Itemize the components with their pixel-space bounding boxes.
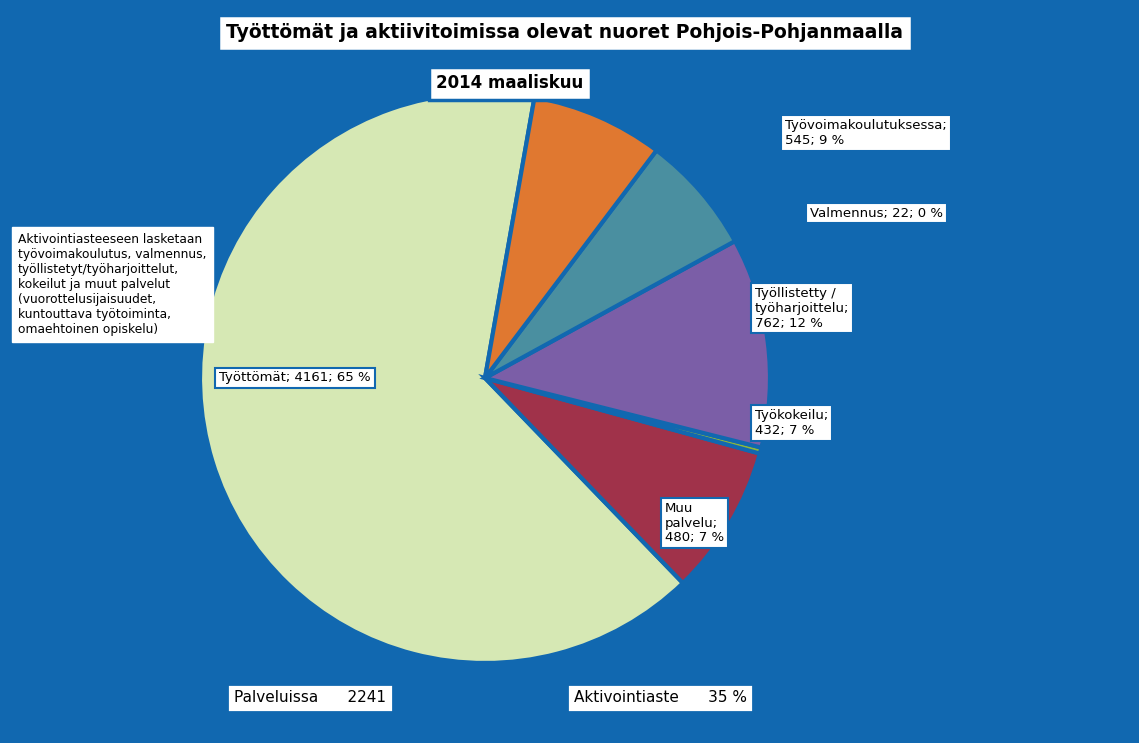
Text: Työttömät ja aktiivitoimissa olevat nuoret Pohjois-Pohjanmaalla: Työttömät ja aktiivitoimissa olevat nuor… <box>227 24 903 42</box>
Text: Työkokeilu;
432; 7 %: Työkokeilu; 432; 7 % <box>755 409 828 437</box>
Text: Työllistetty /
työharjoittelu;
762; 12 %: Työllistetty / työharjoittelu; 762; 12 % <box>755 287 850 329</box>
Wedge shape <box>200 93 683 663</box>
Text: Työvoimakoulutuksessa;
545; 9 %: Työvoimakoulutuksessa; 545; 9 % <box>785 119 947 147</box>
Wedge shape <box>485 241 770 447</box>
Text: Työttömät; 4161; 65 %: Työttömät; 4161; 65 % <box>219 372 371 384</box>
Wedge shape <box>485 378 761 453</box>
Text: Valmennus; 22; 0 %: Valmennus; 22; 0 % <box>810 207 943 219</box>
Wedge shape <box>485 150 735 378</box>
Wedge shape <box>485 97 656 378</box>
Text: 2014 maaliskuu: 2014 maaliskuu <box>436 74 583 92</box>
Text: Palveluissa      2241: Palveluissa 2241 <box>233 690 386 706</box>
Text: Aktivointiaste      35 %: Aktivointiaste 35 % <box>574 690 746 706</box>
Text: Muu
palvelu;
480; 7 %: Muu palvelu; 480; 7 % <box>665 502 724 545</box>
Wedge shape <box>485 378 760 583</box>
Text: Aktivointiasteeseen lasketaan
työvoimakoulutus, valmennus,
työllistetyt/työharjo: Aktivointiasteeseen lasketaan työvoimako… <box>18 233 206 336</box>
